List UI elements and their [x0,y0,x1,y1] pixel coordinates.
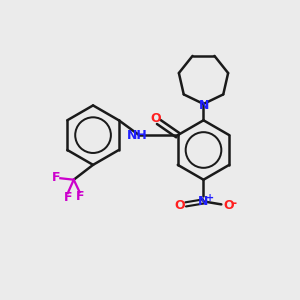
Text: +: + [206,193,214,202]
Text: O: O [174,199,185,212]
Text: N: N [198,195,209,208]
Text: O: O [223,199,234,212]
Text: N: N [199,99,209,112]
Text: F: F [76,190,85,203]
Text: O: O [150,112,161,125]
Text: F: F [52,171,61,184]
Text: NH: NH [127,129,148,142]
Text: -: - [231,197,236,210]
Text: F: F [64,191,72,204]
